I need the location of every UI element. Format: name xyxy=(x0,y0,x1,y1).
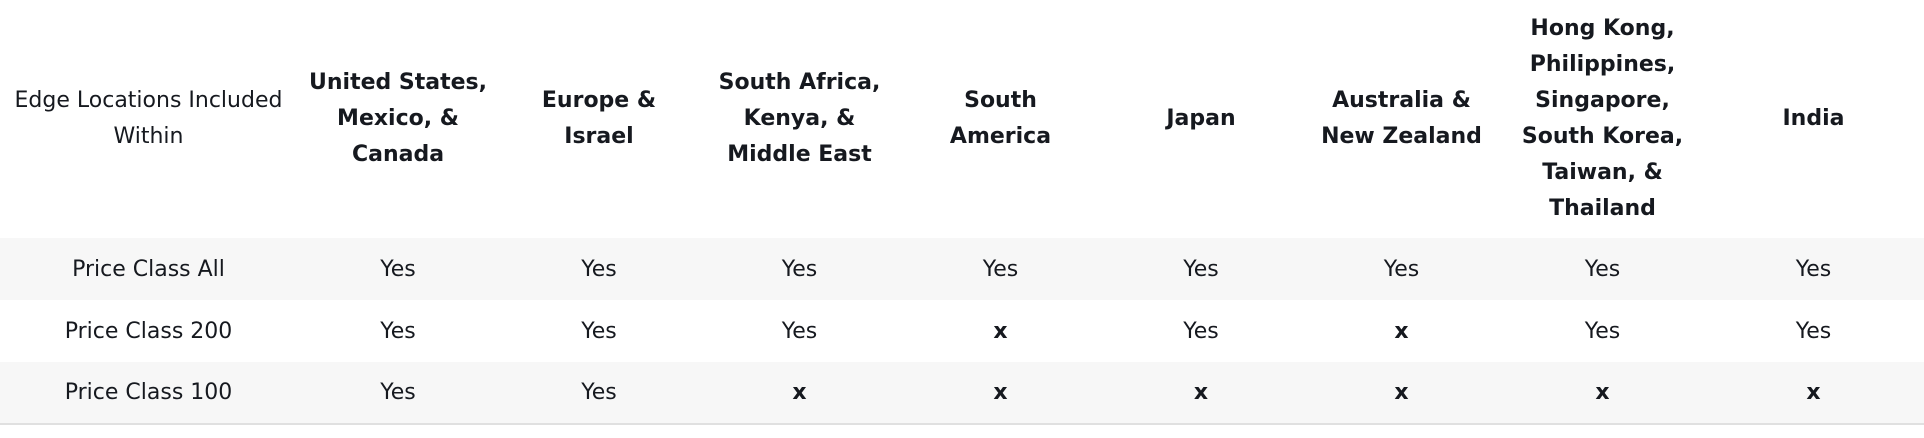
table-cell: Yes xyxy=(581,256,617,282)
column-header-south-america: South America xyxy=(949,88,1052,149)
row-label: Price Class All xyxy=(72,256,225,282)
table-cell: x xyxy=(1301,362,1502,425)
table-cell: Yes xyxy=(380,318,416,344)
table-row: Price Class All Yes Yes Yes Yes Yes Yes … xyxy=(0,238,1924,300)
table-cell: Yes xyxy=(1795,256,1832,282)
table-cell: Yes xyxy=(380,256,416,282)
table-cell: Yes xyxy=(982,256,1019,282)
table-cell: Yes xyxy=(1584,256,1621,282)
table-cell: x xyxy=(993,318,1008,344)
column-header-africa-middle-east: South Africa, Kenya, & Middle East xyxy=(718,70,881,167)
table-cell: x xyxy=(1502,362,1703,425)
column-header-europe-israel: Europe & Israel xyxy=(541,88,657,149)
row-label: Price Class 100 xyxy=(0,362,297,425)
table-cell: Yes xyxy=(297,362,499,425)
table-cell: Yes xyxy=(499,362,699,425)
table-cell: Yes xyxy=(1795,318,1832,344)
price-class-table: Edge Locations Included Within United St… xyxy=(0,16,1924,425)
table-cell: Yes xyxy=(1183,256,1219,282)
table-cell: x xyxy=(1394,318,1409,344)
table-cell: x xyxy=(1101,362,1301,425)
table-row: Price Class 200 Yes Yes Yes x Yes x Yes … xyxy=(0,300,1924,362)
table-cell: x xyxy=(699,362,900,425)
row-label: Price Class 200 xyxy=(64,318,233,344)
column-header-australia-nz: Australia & New Zealand xyxy=(1321,88,1482,149)
column-header-india: India xyxy=(1782,106,1845,131)
table-cell: Yes xyxy=(1584,318,1621,344)
column-header-asia: Hong Kong, Philippines, Singapore, South… xyxy=(1521,16,1684,221)
column-header-japan: Japan xyxy=(1166,106,1236,131)
corner-header: Edge Locations Included Within xyxy=(14,88,283,149)
table-row: Price Class 100 Yes Yes x x x x x x xyxy=(0,362,1924,425)
table-cell: Yes xyxy=(1383,256,1420,282)
table-cell: Yes xyxy=(781,318,818,344)
table-cell: Yes xyxy=(781,256,818,282)
table-cell: x xyxy=(1703,362,1924,425)
table-cell: x xyxy=(900,362,1101,425)
header-row: Edge Locations Included Within United St… xyxy=(14,16,1845,221)
table-cell: Yes xyxy=(1183,318,1219,344)
table-cell: Yes xyxy=(581,318,617,344)
column-header-north-america: United States, Mexico, & Canada xyxy=(309,70,488,167)
